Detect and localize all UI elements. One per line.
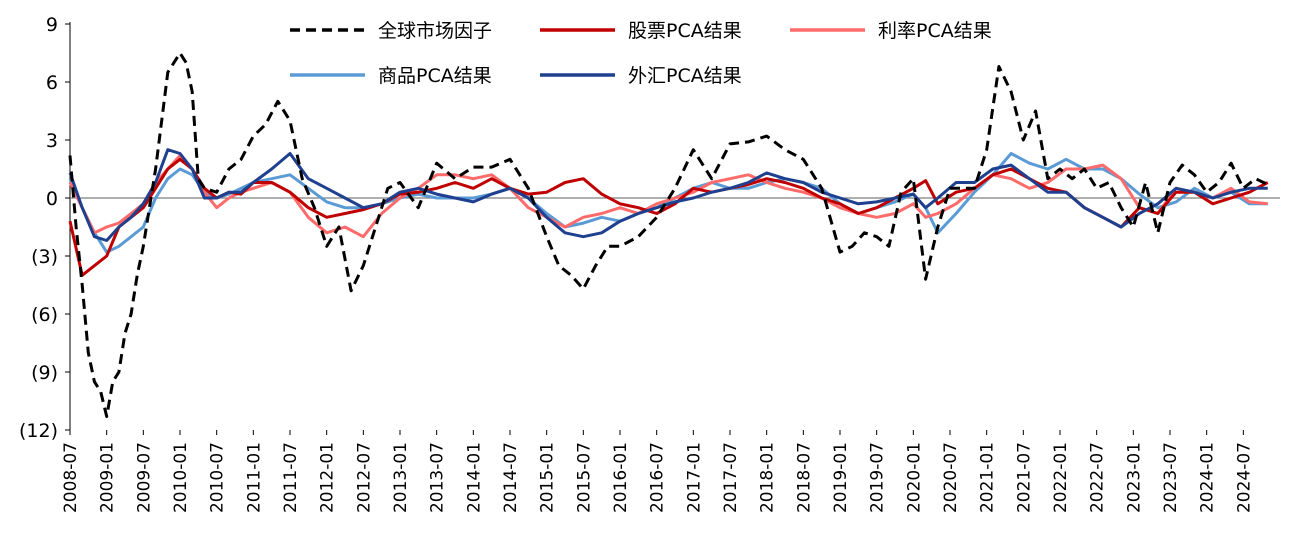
x-tick-label: 2011-01	[244, 442, 264, 513]
x-tick-label: 2024-01	[1198, 442, 1218, 513]
y-tick-label: 0	[46, 188, 58, 210]
x-tick-label: 2017-01	[684, 442, 704, 513]
x-tick-label: 2016-01	[611, 442, 631, 513]
x-tick-label: 2010-07	[208, 442, 228, 513]
y-tick-label: 3	[46, 130, 58, 152]
x-tick-label: 2019-07	[868, 442, 888, 513]
legend-label: 利率PCA结果	[878, 20, 992, 42]
y-tick-label: 6	[46, 72, 58, 94]
x-tick-label: 2019-01	[831, 442, 851, 513]
legend-label: 外汇PCA结果	[628, 65, 742, 87]
x-tick-label: 2010-01	[171, 442, 191, 513]
y-axis-ticks: 9 6 3 0 (3) (6) (9) (12)	[19, 14, 70, 442]
x-tick-label: 2014-07	[501, 442, 521, 513]
series-line	[68, 154, 1268, 239]
legend-label: 股票PCA结果	[628, 20, 742, 42]
series-line	[68, 148, 1268, 242]
x-tick-label: 2023-01	[1124, 442, 1144, 513]
x-tick-label: 2024-07	[1234, 442, 1254, 513]
y-tick-label: (6)	[31, 304, 58, 326]
x-tick-label: 2015-07	[574, 442, 594, 513]
x-tick-label: 2013-07	[428, 442, 448, 513]
chart-series	[68, 51, 1269, 418]
y-tick-label: (3)	[31, 246, 58, 268]
x-tick-label: 2014-01	[464, 442, 484, 513]
x-tick-label: 2009-07	[134, 442, 154, 513]
y-tick-label: (12)	[19, 420, 58, 442]
x-tick-label: 2015-01	[538, 442, 558, 513]
x-tick-label: 2020-07	[941, 442, 961, 513]
series-line	[68, 51, 1269, 418]
x-tick-label: 2022-07	[1088, 442, 1108, 513]
x-tick-label: 2017-07	[721, 442, 741, 513]
x-axis-ticks: 2008-07 2009-01 2009-07 2010-01 2010-07 2011-…	[61, 430, 1254, 513]
x-tick-label: 2012-07	[354, 442, 374, 513]
x-tick-label: 2021-01	[978, 442, 998, 513]
x-tick-label: 2009-01	[98, 442, 118, 513]
legend-label: 商品PCA结果	[378, 65, 492, 87]
series-line	[68, 157, 1269, 277]
x-tick-label: 2012-01	[318, 442, 338, 513]
x-tick-label: 2018-01	[758, 442, 778, 513]
x-tick-label: 2020-01	[904, 442, 924, 513]
x-tick-label: 2013-01	[391, 442, 411, 513]
x-tick-label: 2022-01	[1051, 442, 1071, 513]
legend-label: 全球市场因子	[378, 20, 492, 42]
x-tick-label: 2008-07	[61, 442, 81, 513]
x-tick-label: 2023-07	[1161, 442, 1181, 513]
y-tick-label: (9)	[31, 362, 58, 384]
x-tick-label: 2021-07	[1014, 442, 1034, 513]
x-tick-label: 2016-07	[648, 442, 668, 513]
x-tick-label: 2018-07	[794, 442, 814, 513]
x-tick-label: 2011-07	[281, 442, 301, 513]
y-tick-label: 9	[46, 14, 58, 36]
